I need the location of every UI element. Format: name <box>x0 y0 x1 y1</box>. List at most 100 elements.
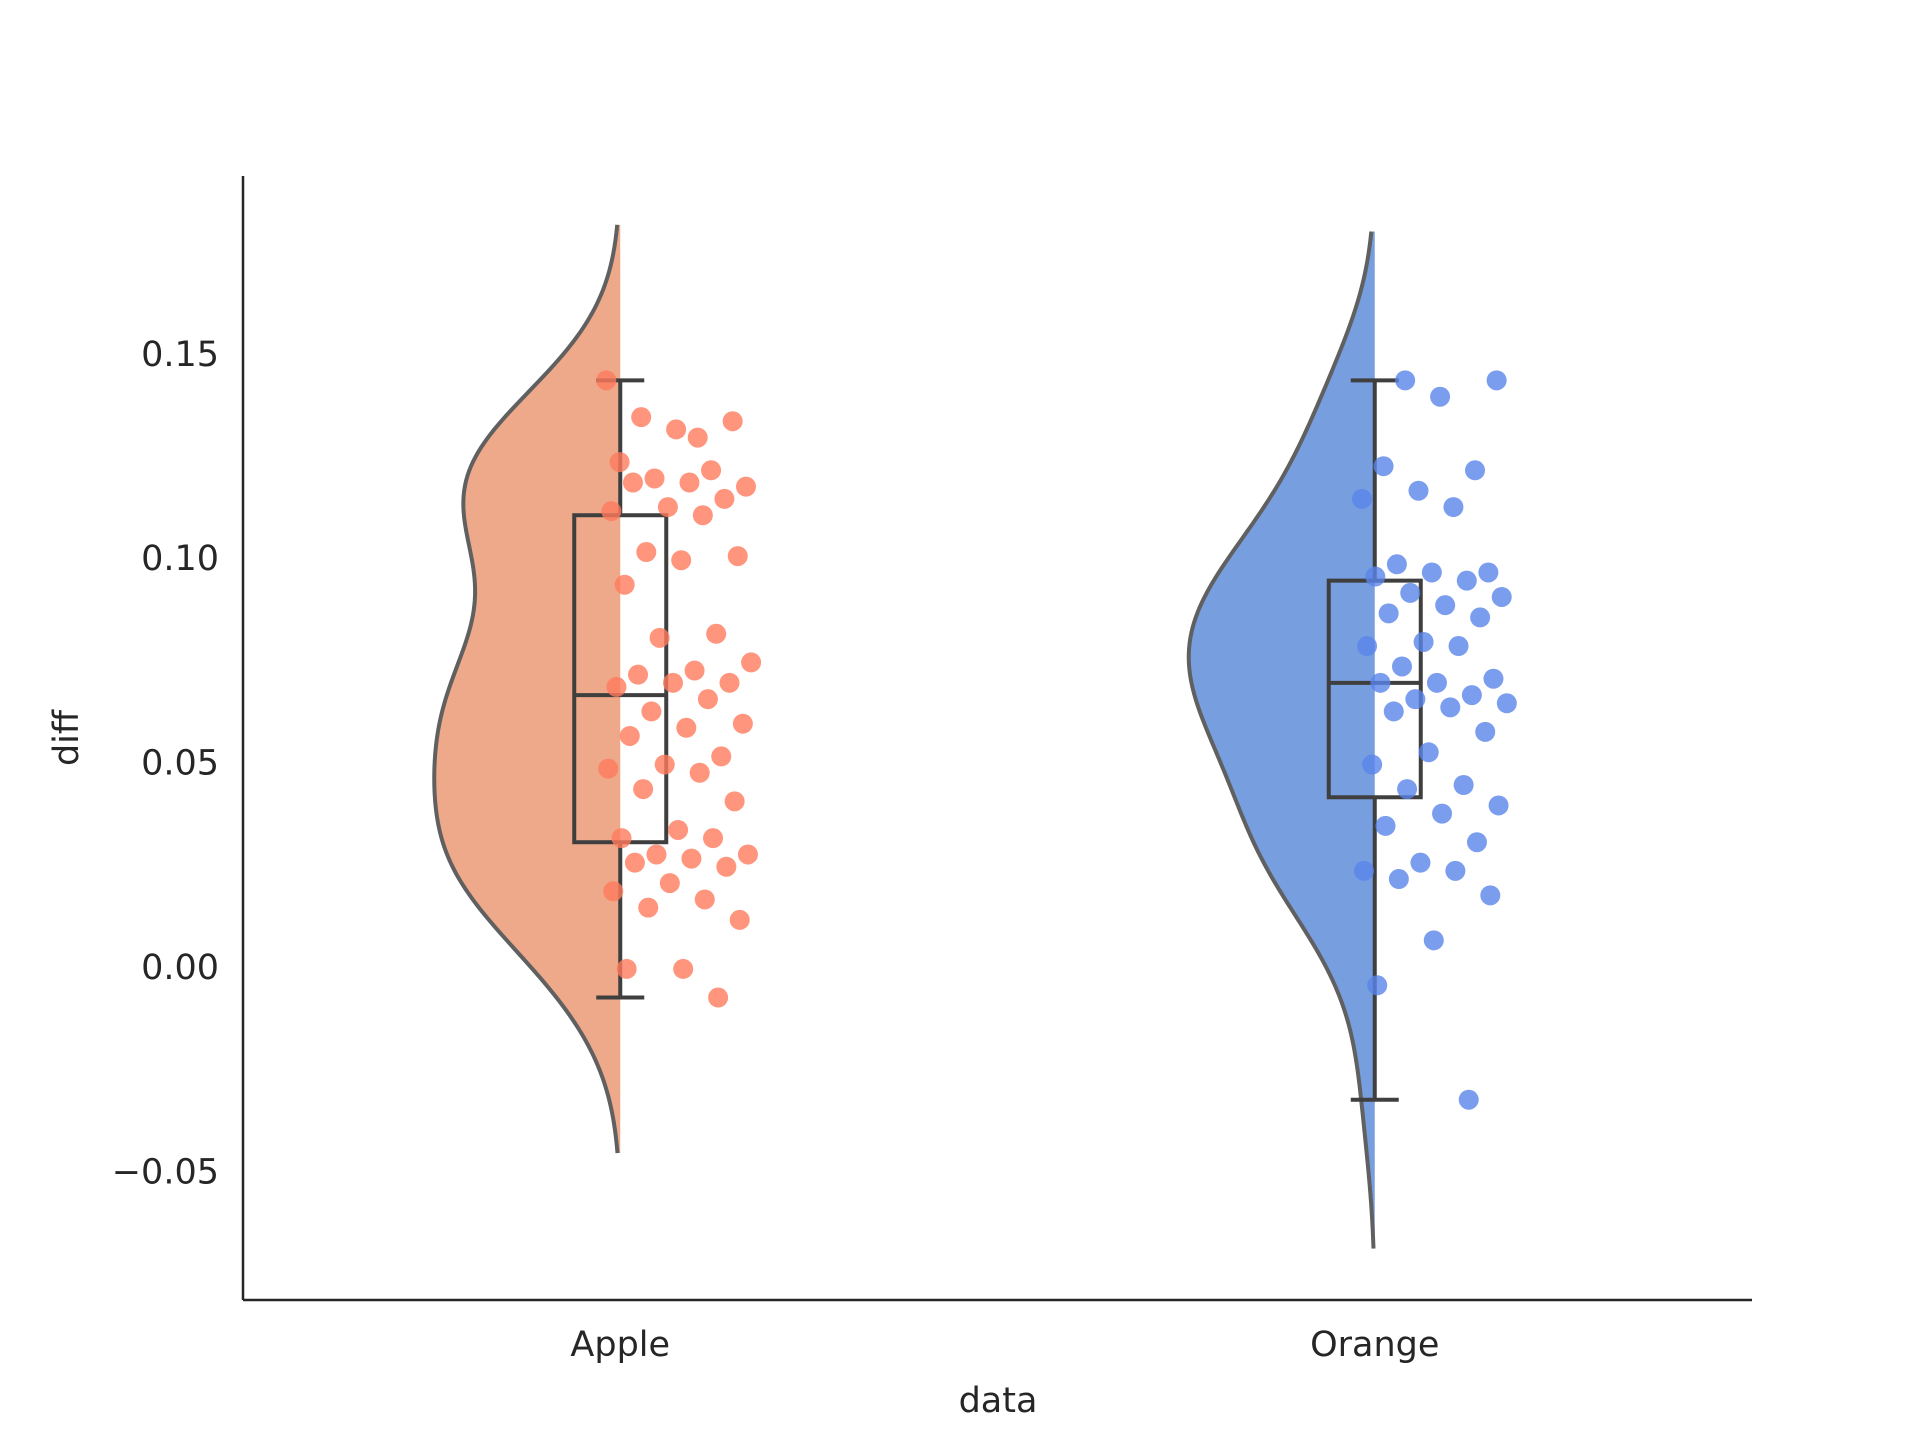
point <box>1445 860 1466 881</box>
point <box>708 987 729 1008</box>
point <box>719 672 740 693</box>
point <box>722 411 743 432</box>
point <box>1461 685 1482 706</box>
y-tick-label: 0.10 <box>141 539 219 579</box>
y-tick-label: 0.05 <box>141 744 219 784</box>
point <box>628 664 649 685</box>
point <box>706 623 727 644</box>
point <box>1432 803 1453 824</box>
point <box>609 452 630 473</box>
y-tick-label: −0.05 <box>112 1152 219 1192</box>
point <box>1466 832 1487 853</box>
point <box>694 889 715 910</box>
y-tick-label: 0.15 <box>141 335 219 375</box>
point <box>679 472 700 493</box>
point <box>1353 860 1374 881</box>
point <box>1386 554 1407 575</box>
point <box>598 758 619 779</box>
point <box>611 828 632 849</box>
point <box>724 791 745 812</box>
point <box>1365 566 1386 587</box>
point <box>622 472 643 493</box>
point <box>1448 636 1469 657</box>
point <box>676 717 697 738</box>
point <box>1443 497 1464 518</box>
point <box>1475 721 1496 742</box>
point <box>681 848 702 869</box>
point <box>1400 582 1421 603</box>
point <box>1435 595 1456 616</box>
point <box>1465 460 1486 481</box>
point <box>624 852 645 873</box>
point <box>644 468 665 489</box>
violin-outline <box>1186 231 1376 1249</box>
violin-outline <box>432 224 620 1154</box>
point <box>1458 1089 1479 1110</box>
point <box>703 828 724 849</box>
point <box>1470 607 1491 628</box>
point <box>1413 631 1434 652</box>
point <box>636 542 657 563</box>
point <box>1383 701 1404 722</box>
violin <box>434 224 621 1154</box>
point <box>1456 570 1477 591</box>
point <box>1488 795 1509 816</box>
point <box>616 958 637 979</box>
point <box>1373 456 1394 477</box>
point <box>601 501 622 522</box>
point <box>1440 697 1461 718</box>
point <box>1430 386 1451 407</box>
point <box>701 460 722 481</box>
point <box>646 844 667 865</box>
point <box>1480 885 1501 906</box>
point <box>741 652 762 673</box>
y-axis-label: diff <box>47 709 87 766</box>
point <box>1486 370 1507 391</box>
point <box>727 546 748 567</box>
point <box>1362 754 1383 775</box>
point <box>716 856 737 877</box>
point <box>657 497 678 518</box>
y-tick-label: 0.00 <box>141 948 219 988</box>
point <box>1378 603 1399 624</box>
point <box>1426 672 1447 693</box>
point <box>1375 815 1396 836</box>
point <box>1388 869 1409 890</box>
point <box>596 370 617 391</box>
point <box>641 701 662 722</box>
point <box>697 689 718 710</box>
point <box>1367 975 1388 996</box>
point <box>1370 672 1391 693</box>
point <box>1408 480 1429 501</box>
point <box>732 713 753 734</box>
point <box>666 419 687 440</box>
point <box>633 779 654 800</box>
point <box>684 660 705 681</box>
x-tick-label: Orange <box>1310 1325 1439 1365</box>
violin <box>1188 231 1375 1249</box>
point <box>1410 852 1431 873</box>
point <box>736 476 757 497</box>
point <box>673 958 694 979</box>
point <box>1351 488 1372 509</box>
point <box>729 909 750 930</box>
point <box>671 550 692 571</box>
point <box>638 897 659 918</box>
point <box>654 754 675 775</box>
point <box>1478 562 1499 583</box>
point <box>649 627 670 648</box>
point <box>692 505 713 526</box>
point <box>687 427 708 448</box>
point <box>1491 586 1512 607</box>
point <box>711 746 732 767</box>
point <box>1395 370 1416 391</box>
point <box>659 873 680 894</box>
point <box>1357 636 1378 657</box>
point <box>1423 930 1444 951</box>
point <box>662 672 683 693</box>
point <box>1483 668 1504 689</box>
point <box>1496 693 1517 714</box>
point <box>1421 562 1442 583</box>
